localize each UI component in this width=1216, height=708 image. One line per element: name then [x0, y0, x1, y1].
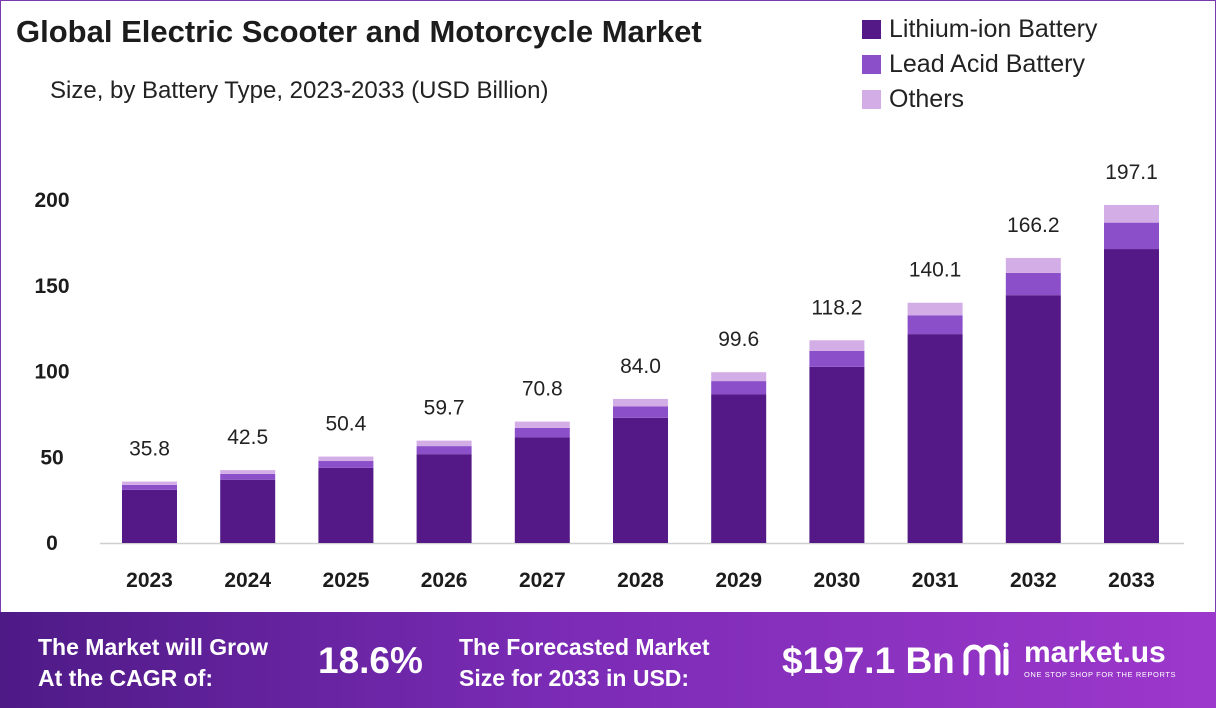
cagr-value: 18.6%	[318, 640, 423, 681]
bar-total-label: 166.2	[1007, 214, 1060, 237]
bar-segment-lead-acid	[318, 461, 374, 468]
bar-segment-lithium	[809, 366, 865, 543]
bar-segment-others	[416, 440, 472, 447]
x-tick-label: 2025	[323, 569, 370, 592]
legend-item-others: Others	[862, 82, 1097, 117]
bar-total-label: 197.1	[1105, 161, 1158, 184]
bar-segment-lead-acid	[1104, 222, 1159, 250]
x-tick-label: 2023	[126, 569, 173, 592]
y-tick-label: 0	[46, 532, 58, 555]
x-tick-label: 2027	[519, 569, 566, 592]
chart-subtitle: Size, by Battery Type, 2023-2033 (USD Bi…	[50, 77, 549, 104]
forecast-text-line-1: The Forecasted Market	[459, 634, 710, 660]
y-tick-label: 150	[34, 275, 69, 298]
cagr-text: The Market will Grow At the CAGR of:	[38, 632, 268, 694]
bar-total-label: 35.8	[129, 438, 170, 461]
bar-segment-others	[514, 421, 570, 428]
legend-item-lithium: Lithium-ion Battery	[862, 12, 1097, 47]
bar-segment-others	[318, 456, 374, 462]
bar-segment-lithium	[1104, 249, 1159, 543]
bottom-banner: The Market will Grow At the CAGR of: 18.…	[0, 612, 1216, 708]
bar-total-label: 118.2	[811, 296, 862, 319]
bar-segment-lead-acid	[416, 446, 472, 455]
bar-segment-others	[1104, 204, 1159, 223]
x-tick-label: 2033	[1108, 569, 1155, 592]
bar-segment-lead-acid	[613, 406, 668, 418]
bar-total-label: 99.6	[718, 328, 759, 351]
bar-total-label: 140.1	[909, 259, 962, 282]
y-tick-label: 100	[34, 361, 69, 384]
bar-segment-lithium	[220, 479, 276, 543]
bar-segment-lithium	[907, 334, 963, 543]
forecast-text-line-2: Size for 2033 in USD:	[459, 665, 690, 691]
cagr-text-line-1: The Market will Grow	[38, 634, 269, 660]
bar-segment-lead-acid	[122, 484, 177, 490]
bar-segment-others	[711, 372, 767, 382]
legend-label-others: Others	[889, 85, 965, 113]
bar-total-label: 59.7	[424, 397, 465, 420]
legend-swatch-lead-acid	[862, 55, 881, 74]
legend-swatch-others	[862, 90, 881, 109]
legend-item-lead-acid: Lead Acid Battery	[862, 47, 1097, 82]
bar-segment-others	[122, 481, 177, 485]
chart-title: Global Electric Scooter and Motorcycle M…	[16, 14, 702, 49]
bar-segment-others	[1005, 257, 1061, 273]
bar-segment-lead-acid	[907, 315, 963, 335]
bar-chart: 0 50 100 150 200 35.8 2023 42.5 2024 50.4 2025 59.7…	[34, 161, 1184, 592]
bar-segment-others	[613, 398, 668, 407]
legend-label-lithium: Lithium-ion Battery	[889, 15, 1098, 43]
bar-segment-lithium	[613, 417, 668, 543]
bar-total-label: 42.5	[227, 426, 268, 449]
x-tick-label: 2028	[617, 569, 664, 592]
bar-segment-lithium	[318, 467, 374, 543]
x-tick-label: 2030	[814, 569, 861, 592]
bar-segment-others	[907, 302, 963, 316]
legend-swatch-lithium	[862, 20, 881, 39]
y-tick-label: 200	[34, 189, 69, 212]
bar-segment-others	[809, 340, 865, 351]
bar-segment-lead-acid	[1005, 272, 1061, 296]
bar-total-label: 70.8	[522, 378, 563, 401]
bar-segment-lithium	[711, 394, 767, 543]
bar-segment-lithium	[1005, 295, 1061, 543]
bar-total-label: 84.0	[620, 355, 661, 378]
y-tick-label: 50	[40, 446, 63, 469]
x-tick-label: 2032	[1010, 569, 1057, 592]
market-us-logo-icon	[963, 642, 1009, 675]
bar-total-label: 50.4	[325, 413, 366, 436]
bar-segment-lithium	[122, 489, 177, 543]
bar-segment-lithium	[416, 454, 472, 543]
bar-segment-lead-acid	[220, 473, 276, 480]
bar-segment-lead-acid	[514, 427, 570, 438]
x-tick-label: 2026	[421, 569, 468, 592]
cagr-text-line-2: At the CAGR of:	[38, 665, 214, 691]
x-tick-label: 2029	[715, 569, 762, 592]
bar-segment-others	[220, 470, 276, 474]
logo-name: market.us	[1024, 636, 1166, 669]
legend-label-lead-acid: Lead Acid Battery	[889, 50, 1085, 78]
forecast-text: The Forecasted Market Size for 2033 in U…	[459, 632, 710, 694]
forecast-value: $197.1 Bn	[782, 640, 955, 681]
x-tick-label: 2031	[912, 569, 959, 592]
market-us-logo[interactable]: market.us ONE STOP SHOP FOR THE REPORTS	[962, 638, 1176, 679]
legend: Lithium-ion Battery Lead Acid Battery Ot…	[862, 12, 1097, 117]
bar-segment-lead-acid	[711, 381, 767, 395]
bar-segment-lead-acid	[809, 350, 865, 367]
logo-tagline: ONE STOP SHOP FOR THE REPORTS	[1024, 670, 1177, 679]
x-tick-label: 2024	[224, 569, 271, 592]
bar-segment-lithium	[514, 437, 570, 543]
